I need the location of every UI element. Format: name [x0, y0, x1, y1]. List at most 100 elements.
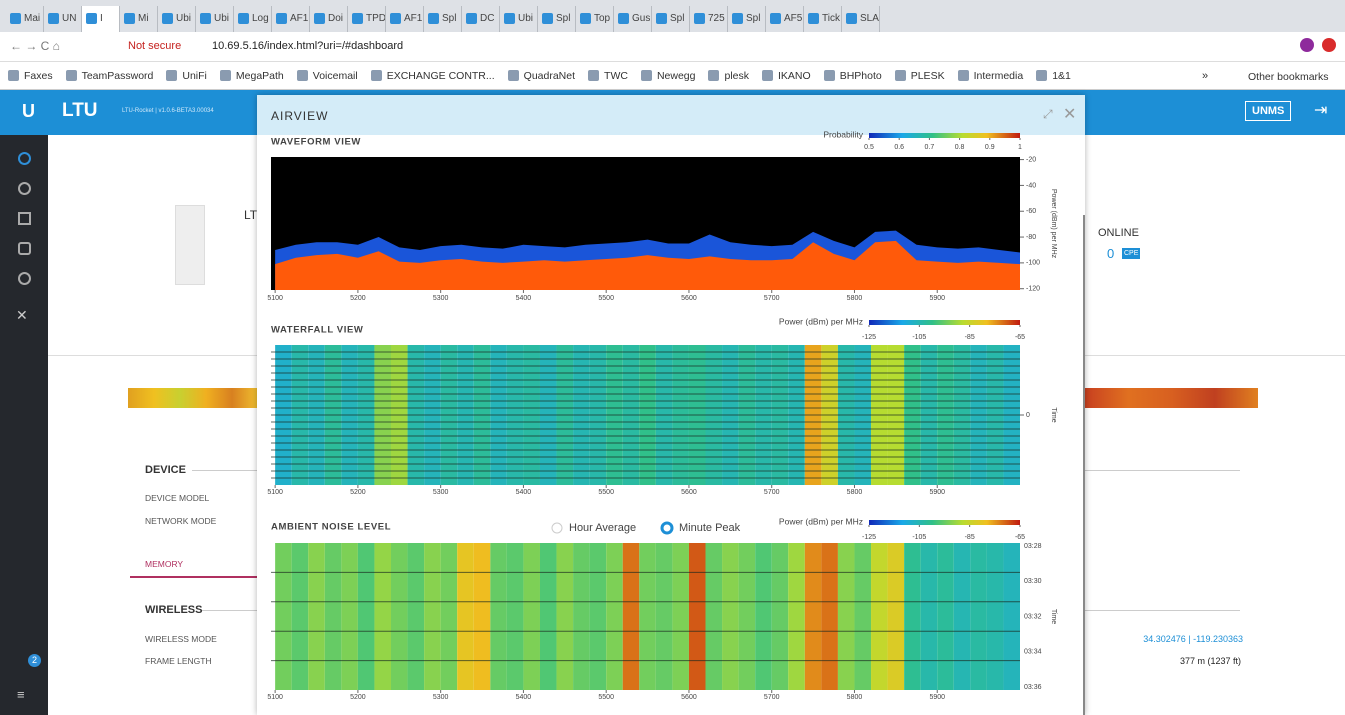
bookmark[interactable]: 1&1	[1036, 70, 1071, 82]
tab[interactable]: Gus	[614, 6, 652, 32]
radio-button[interactable]	[552, 523, 562, 533]
tab[interactable]: TPD	[348, 6, 386, 32]
tab[interactable]: UN	[44, 6, 82, 32]
heatmap-cell	[490, 543, 507, 690]
bookmark[interactable]: Voicemail	[297, 70, 358, 82]
tab[interactable]: Ubi	[500, 6, 538, 32]
bookmark[interactable]: PLESK	[895, 70, 945, 82]
colorbar-tick-label: 0.8	[955, 144, 965, 151]
url[interactable]: 10.69.5.16/index.html?uri=/#dashboard	[212, 40, 403, 52]
tab[interactable]: Log	[234, 6, 272, 32]
tab[interactable]: Spl	[538, 6, 576, 32]
security-label[interactable]: Not secure	[128, 40, 181, 52]
tab[interactable]: AF1	[386, 6, 424, 32]
other-bookmarks[interactable]: Other bookmarks	[1248, 71, 1329, 83]
colorbar-tick-label: -85	[965, 334, 975, 341]
tab[interactable]: Doi	[310, 6, 348, 32]
device-image	[175, 205, 205, 285]
x-tick-label: 5200	[350, 295, 366, 302]
heatmap-cell	[937, 543, 954, 690]
tab[interactable]: Mi	[120, 6, 158, 32]
bookmark[interactable]: QuadraNet	[508, 70, 575, 82]
x-tick-label: 5400	[516, 295, 532, 302]
tab[interactable]: Tick	[804, 6, 842, 32]
tab[interactable]: Spl	[728, 6, 766, 32]
extension[interactable]	[1322, 38, 1336, 52]
heatmap-cell	[540, 543, 557, 690]
firmware: LTU-Rocket | v1.0.6-BETA3.00034	[122, 108, 214, 114]
profile[interactable]	[1300, 38, 1314, 52]
colorbar-tick-label: -65	[1015, 534, 1025, 541]
nav-buttons[interactable]: ← → C ⌂	[10, 39, 60, 53]
tab[interactable]: Ubi	[158, 6, 196, 32]
tab[interactable]: AF5	[766, 6, 804, 32]
section-heading: DEVICE	[145, 464, 186, 476]
tab[interactable]: DC	[462, 6, 500, 32]
more-bookmarks[interactable]: »	[1202, 70, 1208, 82]
bookmark[interactable]: Newegg	[641, 70, 696, 82]
heatmap-cell	[1003, 543, 1020, 690]
heatmap-cell	[557, 543, 574, 690]
logout[interactable]: ⇥	[1314, 100, 1327, 120]
tab[interactable]: Ubi	[196, 6, 234, 32]
close-button[interactable]: ✕	[1063, 104, 1076, 124]
nav-settings[interactable]	[18, 272, 31, 285]
x-tick-label: 5800	[847, 489, 863, 496]
x-tick-label: 5900	[929, 694, 945, 701]
bookmark[interactable]: TeamPassword	[66, 70, 154, 82]
x-tick-label: 5400	[516, 694, 532, 701]
bookmark[interactable]: IKANO	[762, 70, 811, 82]
heatmap-cell	[755, 543, 772, 690]
bookmark[interactable]: Faxes	[8, 70, 53, 82]
colorbar	[869, 320, 1020, 325]
logo-icon: U	[22, 101, 35, 122]
colorbar-tick-label: -125	[862, 534, 876, 541]
heatmap-cell	[788, 543, 805, 690]
tab[interactable]: I	[82, 6, 120, 32]
bookmark[interactable]: UniFi	[166, 70, 207, 82]
radio-label[interactable]: Minute Peak	[679, 522, 741, 534]
field-label: NETWORK MODE	[145, 516, 216, 526]
tab[interactable]: SLA	[842, 6, 880, 32]
expand-button[interactable]: ⤢	[1043, 107, 1053, 122]
tab[interactable]: Spl	[652, 6, 690, 32]
nav-network[interactable]	[18, 212, 31, 225]
heatmap-cell	[639, 543, 656, 690]
tab[interactable]: Mai	[6, 6, 44, 32]
chart-title: AMBIENT NOISE LEVEL	[271, 522, 391, 533]
rule	[1085, 610, 1240, 611]
colorbar-label: Power (dBm) per MHz	[779, 316, 863, 326]
colorbar-tick-label: 0.9	[985, 144, 995, 151]
bookmark[interactable]: EXCHANGE CONTR...	[371, 70, 495, 82]
location[interactable]: 34.302476 | -119.230363	[1143, 634, 1243, 644]
signal-strip	[1085, 388, 1258, 408]
x-tick-label: 5300	[433, 489, 449, 496]
tab-underline	[130, 576, 257, 578]
status: ONLINE	[1098, 227, 1139, 239]
x-tick-label: 5500	[598, 295, 614, 302]
unms-button[interactable]: UNMS	[1245, 101, 1291, 121]
bookmark[interactable]: TWC	[588, 70, 628, 82]
radio-label[interactable]: Hour Average	[569, 522, 636, 534]
tab[interactable]: AF1	[272, 6, 310, 32]
colorbar-tick-label: 0.6	[894, 144, 904, 151]
tab[interactable]: Spl	[424, 6, 462, 32]
bookmark[interactable]: Intermedia	[958, 70, 1024, 82]
tab[interactable]: Top	[576, 6, 614, 32]
logo: LTU	[62, 100, 98, 122]
notification-count[interactable]: 2	[28, 654, 41, 667]
bookmark[interactable]: BHPhoto	[824, 70, 882, 82]
bookmark[interactable]: plesk	[708, 70, 749, 82]
tab[interactable]: 725	[690, 6, 728, 32]
radio-button[interactable]	[662, 523, 672, 533]
tab-label[interactable]: MEMORY	[145, 559, 183, 569]
nav-wireless[interactable]	[18, 182, 31, 195]
nav-users[interactable]	[18, 242, 31, 255]
x-tick-label: 5100	[267, 694, 283, 701]
field-label: DEVICE MODEL	[145, 493, 209, 503]
bookmark[interactable]: MegaPath	[220, 70, 284, 82]
nav-dashboard[interactable]	[18, 152, 31, 165]
nav-tools[interactable]: ✕	[16, 307, 28, 324]
nav-menu[interactable]: ≡	[17, 687, 25, 702]
sidebar: ✕ 2 ≡	[0, 135, 48, 715]
